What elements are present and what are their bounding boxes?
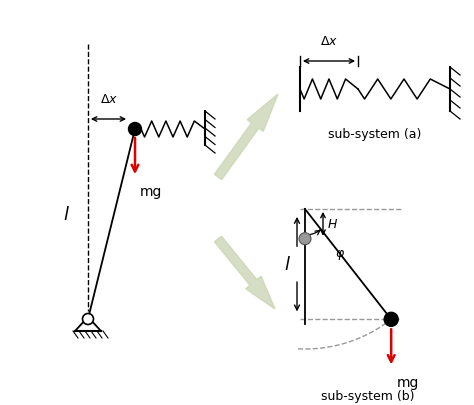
Text: $H$: $H$ xyxy=(327,218,338,231)
Circle shape xyxy=(128,123,142,136)
Text: $l$: $l$ xyxy=(283,256,291,273)
Polygon shape xyxy=(214,95,278,180)
Text: mg: mg xyxy=(140,185,163,198)
Text: sub-system (b): sub-system (b) xyxy=(321,389,415,402)
Circle shape xyxy=(82,314,93,325)
Text: $\varphi$: $\varphi$ xyxy=(335,247,345,261)
Polygon shape xyxy=(215,237,275,309)
Circle shape xyxy=(384,313,398,326)
Text: $\Delta x$: $\Delta x$ xyxy=(100,93,118,106)
Text: $\Delta x$: $\Delta x$ xyxy=(320,35,338,48)
Circle shape xyxy=(299,233,311,245)
Text: sub-system (a): sub-system (a) xyxy=(328,128,422,141)
Text: mg: mg xyxy=(397,375,419,389)
Text: $l$: $l$ xyxy=(63,205,70,224)
